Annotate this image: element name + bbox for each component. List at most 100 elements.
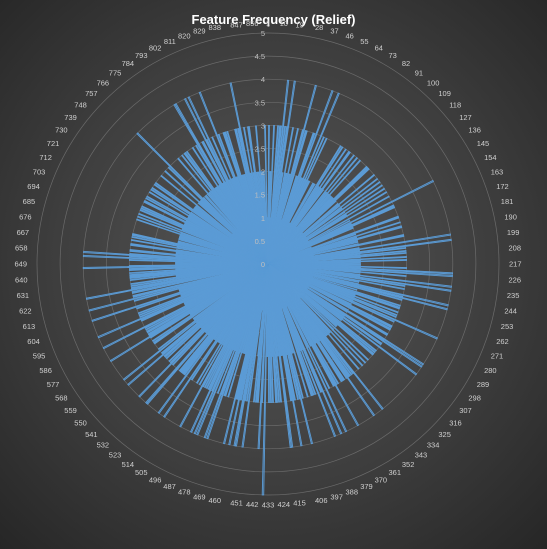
category-label: 388 (346, 488, 359, 497)
data-bar (267, 263, 313, 397)
data-bar (137, 263, 269, 315)
radial-tick-label: 5 (261, 29, 265, 38)
category-label: 658 (15, 244, 28, 253)
category-label: 37 (330, 27, 338, 36)
category-label: 541 (85, 430, 98, 439)
category-label: 298 (468, 393, 481, 402)
grid-ring (105, 101, 431, 427)
category-label: 595 (33, 352, 46, 361)
radial-tick-label: 4.5 (255, 52, 265, 61)
category-label: 226 (509, 275, 522, 284)
radial-tick-label: 0 (261, 260, 265, 269)
category-label: 442 (246, 500, 259, 509)
category-label: 262 (496, 337, 509, 346)
category-label: 55 (360, 37, 368, 46)
category-label: 109 (438, 89, 451, 98)
category-label: 478 (178, 488, 191, 497)
category-label: 820 (178, 31, 191, 40)
category-label: 784 (122, 59, 135, 68)
grid-ring (152, 148, 384, 380)
category-label: 217 (509, 260, 522, 269)
category-label: 424 (278, 500, 291, 509)
grid-ring (129, 125, 407, 403)
data-bar (267, 263, 323, 393)
category-label: 829 (193, 27, 206, 36)
category-labels: 1 10 19 28 374655647382911001091181271361451… (14, 19, 521, 510)
category-label: 802 (149, 43, 162, 52)
category-label: 568 (55, 393, 68, 402)
category-label: 631 (17, 291, 30, 300)
category-label: 19 (295, 21, 303, 30)
data-bar (267, 234, 405, 265)
category-label: 271 (491, 352, 504, 361)
category-label: 28 (315, 23, 323, 32)
category-label: 145 (477, 139, 490, 148)
category-label: 415 (293, 498, 306, 507)
category-label: 73 (389, 51, 397, 60)
radial-tick-label: 2 (261, 168, 265, 177)
category-label: 82 (402, 59, 410, 68)
category-label: 532 (97, 441, 110, 450)
grid-ring (82, 78, 454, 450)
category-label: 127 (459, 113, 472, 122)
category-label: 1 (266, 19, 270, 28)
radial-tick-label: 3.5 (255, 98, 265, 107)
category-label: 847 (230, 21, 243, 30)
category-label: 775 (109, 68, 122, 77)
category-label: 694 (27, 182, 40, 191)
category-label: 208 (509, 244, 522, 253)
category-label: 307 (459, 406, 472, 415)
category-label: 118 (449, 101, 461, 110)
category-label: 370 (375, 476, 388, 485)
radial-tick-label: 4 (261, 75, 265, 84)
data-bar (267, 233, 452, 265)
category-label: 154 (484, 153, 497, 162)
category-label: 667 (17, 228, 30, 237)
category-label: 712 (39, 153, 52, 162)
category-label: 406 (315, 496, 328, 505)
category-label: 397 (330, 492, 343, 501)
category-label: 433 (262, 501, 275, 510)
radial-tick-label: 0.5 (255, 237, 265, 246)
category-label: 163 (491, 167, 504, 176)
data-bar (261, 263, 269, 496)
data-bar (267, 263, 348, 433)
category-label: 361 (389, 468, 402, 477)
category-label: 613 (23, 322, 36, 331)
category-label: 280 (484, 366, 497, 375)
category-label: 334 (427, 441, 440, 450)
category-label: 379 (360, 482, 373, 491)
category-label: 577 (47, 380, 60, 389)
category-label: 649 (14, 260, 27, 269)
category-label: 550 (74, 418, 87, 427)
category-label: 703 (33, 167, 46, 176)
category-label: 10 (280, 19, 288, 28)
data-bar (145, 263, 269, 404)
category-label: 190 (504, 213, 517, 222)
category-label: 757 (85, 89, 98, 98)
category-label: 856 (246, 19, 259, 28)
category-label: 244 (504, 307, 517, 316)
chart-title: Feature Frequency (Relief) (191, 12, 356, 27)
category-label: 172 (496, 182, 509, 191)
radial-tick-label: 2.5 (255, 145, 265, 154)
category-label: 199 (507, 228, 520, 237)
grid-ring (36, 32, 500, 496)
data-bar (267, 263, 283, 403)
category-label: 352 (402, 460, 415, 469)
category-label: 64 (375, 43, 383, 52)
category-label: 622 (19, 307, 32, 316)
radial-tick-label: 3 (261, 121, 265, 130)
category-label: 100 (427, 78, 440, 87)
category-label: 739 (64, 113, 77, 122)
data-bar (267, 221, 401, 265)
category-label: 721 (47, 139, 60, 148)
category-label: 289 (477, 380, 490, 389)
category-label: 793 (135, 51, 148, 60)
category-label: 604 (27, 337, 40, 346)
data-bar (267, 227, 354, 265)
category-label: 676 (19, 213, 32, 222)
category-label: 838 (208, 23, 221, 32)
category-label: 559 (64, 406, 77, 415)
